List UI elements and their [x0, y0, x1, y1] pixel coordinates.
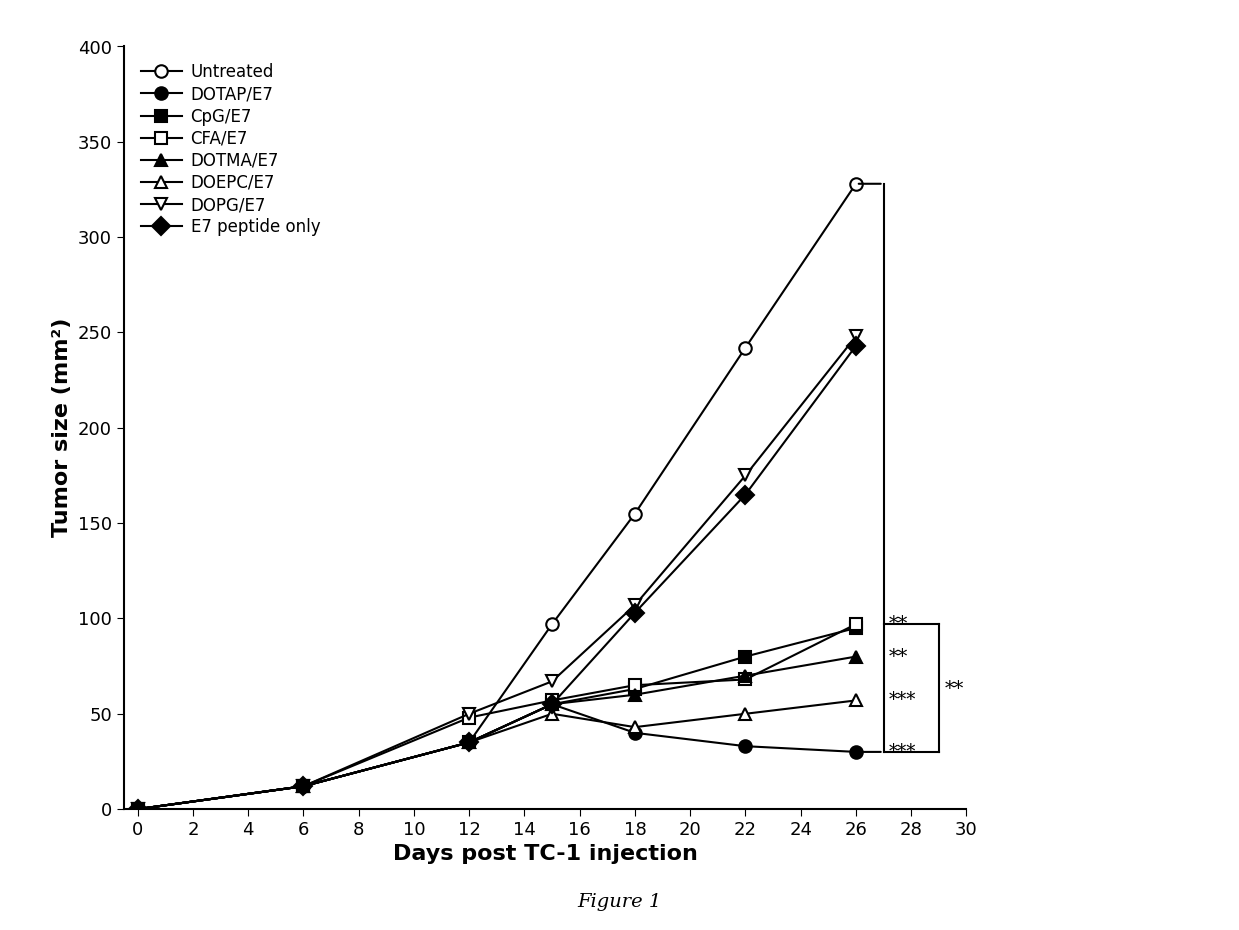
CFA/E7 — [296, 780, 311, 791]
DOTMA/E7 — [849, 651, 864, 662]
Text: ***: *** — [890, 743, 917, 761]
DOEPC/E7 — [738, 709, 753, 720]
E7 peptide only — [130, 804, 145, 815]
DOPG/E7 — [296, 780, 311, 791]
DOPG/E7 — [545, 676, 560, 687]
E7 peptide only — [849, 340, 864, 352]
DOTAP/E7 — [738, 740, 753, 751]
Untreated — [738, 342, 753, 353]
CFA/E7 — [545, 695, 560, 706]
CFA/E7 — [462, 712, 477, 724]
Line: DOEPC/E7: DOEPC/E7 — [131, 694, 862, 816]
CpG/E7 — [130, 804, 145, 815]
CpG/E7 — [462, 737, 477, 748]
CpG/E7 — [296, 780, 311, 791]
DOTAP/E7 — [130, 804, 145, 815]
Untreated — [849, 179, 864, 190]
DOEPC/E7 — [462, 737, 477, 748]
Line: DOTMA/E7: DOTMA/E7 — [131, 650, 862, 816]
CpG/E7 — [849, 622, 864, 633]
CpG/E7 — [545, 698, 560, 710]
X-axis label: Days post TC-1 injection: Days post TC-1 injection — [393, 844, 698, 865]
E7 peptide only — [296, 780, 311, 791]
DOPG/E7 — [462, 709, 477, 720]
DOPG/E7 — [849, 331, 864, 342]
Line: CpG/E7: CpG/E7 — [131, 622, 862, 816]
DOTMA/E7 — [296, 780, 311, 791]
Line: CFA/E7: CFA/E7 — [131, 618, 862, 816]
DOTMA/E7 — [738, 670, 753, 681]
DOEPC/E7 — [130, 804, 145, 815]
DOTAP/E7 — [849, 746, 864, 757]
DOTMA/E7 — [545, 698, 560, 710]
DOPG/E7 — [738, 470, 753, 481]
Legend: Untreated, DOTAP/E7, CpG/E7, CFA/E7, DOTMA/E7, DOEPC/E7, DOPG/E7, E7 peptide onl: Untreated, DOTAP/E7, CpG/E7, CFA/E7, DOT… — [133, 55, 328, 245]
DOEPC/E7 — [627, 722, 642, 733]
Untreated — [462, 737, 477, 748]
Line: E7 peptide only: E7 peptide only — [131, 339, 862, 816]
DOTAP/E7 — [545, 698, 560, 710]
DOTAP/E7 — [462, 737, 477, 748]
E7 peptide only — [545, 698, 560, 710]
DOPG/E7 — [130, 804, 145, 815]
Text: **: ** — [890, 615, 908, 633]
CFA/E7 — [738, 674, 753, 685]
E7 peptide only — [738, 489, 753, 500]
DOTMA/E7 — [627, 689, 642, 700]
Line: DOPG/E7: DOPG/E7 — [131, 330, 862, 816]
CFA/E7 — [849, 618, 864, 630]
Line: DOTAP/E7: DOTAP/E7 — [131, 698, 862, 816]
CpG/E7 — [627, 684, 642, 695]
CFA/E7 — [627, 680, 642, 691]
Text: ***: *** — [890, 691, 917, 710]
Text: **: ** — [890, 647, 908, 666]
E7 peptide only — [462, 737, 477, 748]
Untreated — [296, 780, 311, 791]
Untreated — [627, 508, 642, 519]
DOEPC/E7 — [849, 695, 864, 706]
DOEPC/E7 — [296, 780, 311, 791]
Text: **: ** — [944, 680, 964, 698]
DOEPC/E7 — [545, 709, 560, 720]
DOTMA/E7 — [130, 804, 145, 815]
E7 peptide only — [627, 607, 642, 618]
Line: Untreated: Untreated — [131, 178, 862, 816]
Text: Figure 1: Figure 1 — [577, 894, 662, 911]
DOTMA/E7 — [462, 737, 477, 748]
Untreated — [130, 804, 145, 815]
CFA/E7 — [130, 804, 145, 815]
DOPG/E7 — [627, 600, 642, 611]
Y-axis label: Tumor size (mm²): Tumor size (mm²) — [52, 318, 72, 538]
CpG/E7 — [738, 651, 753, 662]
Untreated — [545, 618, 560, 630]
DOTAP/E7 — [296, 780, 311, 791]
DOTAP/E7 — [627, 727, 642, 738]
